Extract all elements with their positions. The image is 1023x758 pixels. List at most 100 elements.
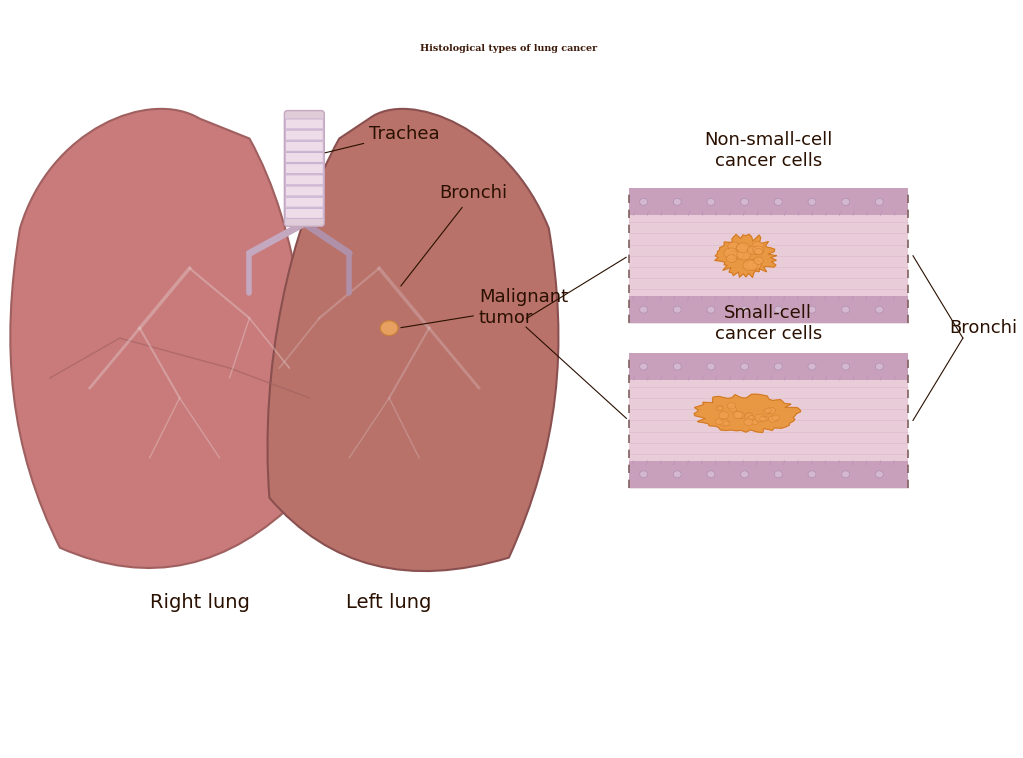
- FancyBboxPatch shape: [285, 130, 323, 140]
- FancyBboxPatch shape: [285, 141, 323, 152]
- Ellipse shape: [737, 243, 750, 252]
- Text: Histological types of lung cancer: Histological types of lung cancer: [420, 44, 597, 53]
- Ellipse shape: [673, 471, 681, 478]
- Ellipse shape: [639, 471, 648, 478]
- Ellipse shape: [755, 415, 764, 421]
- Ellipse shape: [724, 248, 739, 258]
- PathPatch shape: [10, 109, 307, 568]
- Ellipse shape: [772, 415, 780, 421]
- Ellipse shape: [774, 363, 783, 370]
- Ellipse shape: [808, 306, 816, 313]
- Ellipse shape: [745, 412, 753, 419]
- Ellipse shape: [715, 419, 723, 424]
- Ellipse shape: [842, 306, 850, 313]
- Text: Left lung: Left lung: [347, 593, 432, 612]
- FancyBboxPatch shape: [284, 111, 324, 227]
- Text: Bronchi: Bronchi: [948, 319, 1017, 337]
- FancyBboxPatch shape: [285, 197, 323, 207]
- Ellipse shape: [764, 408, 771, 413]
- Ellipse shape: [717, 406, 722, 410]
- Ellipse shape: [842, 471, 850, 478]
- Ellipse shape: [754, 257, 763, 265]
- Ellipse shape: [720, 419, 728, 426]
- Ellipse shape: [842, 363, 850, 370]
- Ellipse shape: [876, 306, 883, 313]
- Ellipse shape: [753, 246, 764, 255]
- Ellipse shape: [726, 255, 737, 262]
- Bar: [628, 189, 908, 323]
- FancyBboxPatch shape: [285, 208, 323, 218]
- Ellipse shape: [760, 416, 766, 421]
- Text: Malignant
tumor: Malignant tumor: [401, 288, 568, 327]
- Ellipse shape: [747, 259, 761, 270]
- Bar: [628, 461, 908, 487]
- Ellipse shape: [766, 407, 775, 414]
- Ellipse shape: [774, 471, 783, 478]
- Bar: [628, 189, 908, 215]
- FancyBboxPatch shape: [285, 119, 323, 129]
- Ellipse shape: [673, 306, 681, 313]
- Ellipse shape: [774, 306, 783, 313]
- Ellipse shape: [727, 402, 736, 409]
- Ellipse shape: [735, 411, 744, 418]
- Ellipse shape: [741, 363, 749, 370]
- Ellipse shape: [639, 199, 648, 205]
- Ellipse shape: [716, 406, 723, 411]
- Ellipse shape: [876, 199, 883, 205]
- PathPatch shape: [267, 109, 559, 571]
- Ellipse shape: [842, 199, 850, 205]
- Ellipse shape: [673, 363, 681, 370]
- Ellipse shape: [733, 412, 743, 418]
- Ellipse shape: [707, 471, 715, 478]
- Ellipse shape: [808, 199, 816, 205]
- Ellipse shape: [774, 199, 783, 205]
- Ellipse shape: [707, 199, 715, 205]
- FancyBboxPatch shape: [285, 164, 323, 174]
- Ellipse shape: [876, 363, 883, 370]
- Ellipse shape: [719, 412, 728, 419]
- Ellipse shape: [732, 410, 739, 415]
- Text: Small-cell
cancer cells: Small-cell cancer cells: [715, 304, 821, 343]
- Ellipse shape: [727, 242, 740, 251]
- Ellipse shape: [763, 409, 769, 414]
- Ellipse shape: [673, 199, 681, 205]
- Ellipse shape: [808, 363, 816, 370]
- Ellipse shape: [748, 246, 758, 254]
- Ellipse shape: [707, 306, 715, 313]
- Ellipse shape: [743, 260, 757, 271]
- Ellipse shape: [752, 262, 761, 268]
- Text: Non-small-cell
cancer cells: Non-small-cell cancer cells: [704, 131, 833, 170]
- Bar: [628, 353, 908, 380]
- Ellipse shape: [707, 363, 715, 370]
- Ellipse shape: [639, 306, 648, 313]
- Ellipse shape: [876, 471, 883, 478]
- FancyBboxPatch shape: [285, 186, 323, 196]
- Text: Bronchi: Bronchi: [401, 184, 507, 286]
- Bar: [628, 296, 908, 323]
- Ellipse shape: [744, 418, 753, 425]
- Bar: [628, 353, 908, 487]
- Ellipse shape: [762, 416, 768, 421]
- Ellipse shape: [768, 416, 777, 422]
- Ellipse shape: [808, 471, 816, 478]
- Ellipse shape: [741, 199, 749, 205]
- Text: Trachea: Trachea: [325, 124, 440, 153]
- Polygon shape: [694, 394, 801, 433]
- Ellipse shape: [729, 406, 737, 412]
- FancyBboxPatch shape: [285, 152, 323, 162]
- FancyBboxPatch shape: [285, 175, 323, 185]
- Ellipse shape: [723, 421, 729, 426]
- Ellipse shape: [381, 321, 398, 336]
- Ellipse shape: [737, 249, 751, 260]
- Ellipse shape: [751, 420, 758, 424]
- Ellipse shape: [736, 244, 747, 252]
- Ellipse shape: [639, 363, 648, 370]
- Ellipse shape: [739, 415, 745, 419]
- Ellipse shape: [746, 413, 751, 417]
- Polygon shape: [715, 234, 776, 277]
- Ellipse shape: [741, 306, 749, 313]
- Text: Right lung: Right lung: [149, 593, 250, 612]
- Ellipse shape: [733, 252, 744, 259]
- Ellipse shape: [741, 471, 749, 478]
- Ellipse shape: [749, 415, 754, 420]
